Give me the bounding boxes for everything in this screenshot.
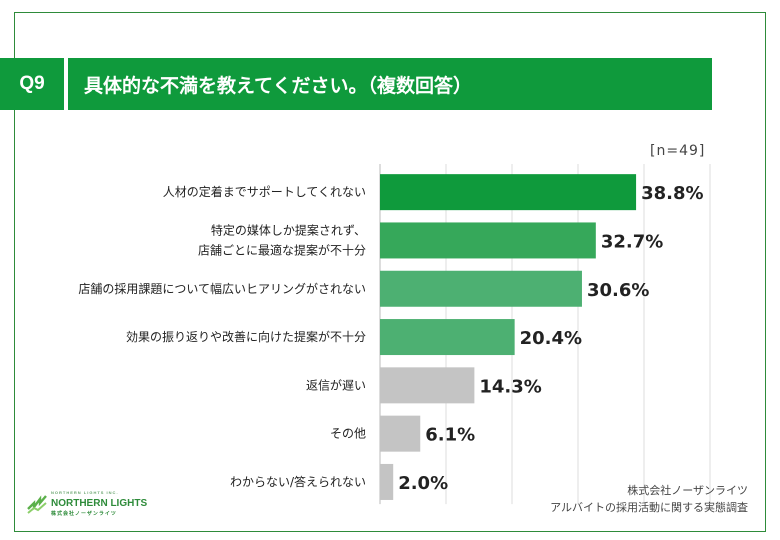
bar [380,415,421,452]
data-label: 2.0% [398,473,448,494]
sample-size-label: [n=49] [650,143,706,159]
chart-frame [14,12,766,532]
logo-tagline: NORTHERN LIGHTS INC. [51,490,119,495]
footer-survey: アルバイトの採用活動に関する実態調査 [550,501,748,514]
category-label: 効果の振り返りや改善に向けた提案が不十分 [126,329,366,344]
logo-leaf-icon [27,494,47,514]
category-label: 店舗ごとに最適な提案が不十分 [198,242,366,257]
logo-sub: 株式会社ノーザンライツ [51,511,117,517]
bar [380,174,637,211]
category-label: 特定の媒体しか提案されず、 [211,222,366,237]
bar [380,270,582,307]
footer-company: 株式会社ノーザンライツ [627,484,748,497]
question-title: 具体的な不満を教えてください。（複数回答） [68,58,712,110]
bar [380,222,596,259]
bar [380,319,515,356]
data-label: 6.1% [425,425,475,446]
bar [380,463,394,500]
category-label: 店舗の採用課題について幅広いヒアリングがされない [78,281,366,296]
data-label: 32.7% [601,231,663,252]
question-number: Q9 [0,58,64,110]
bar [380,367,475,404]
data-label: 30.6% [587,280,649,301]
company-logo: NORTHERN LIGHTS INC. NORTHERN LIGHTS 株式会… [26,487,147,520]
data-label: 20.4% [520,328,582,349]
category-label: 返信が遅い [306,377,366,392]
logo-name: NORTHERN LIGHTS [51,498,148,509]
data-label: 14.3% [479,376,541,397]
category-label: 人材の定着までサポートしてくれない [163,184,366,199]
data-label: 38.8% [641,183,703,204]
footer-credit: 株式会社ノーザンライツ アルバイトの採用活動に関する実態調査 [550,482,748,516]
category-label: わからない/答えられない [230,474,366,489]
category-label: その他 [330,427,366,441]
